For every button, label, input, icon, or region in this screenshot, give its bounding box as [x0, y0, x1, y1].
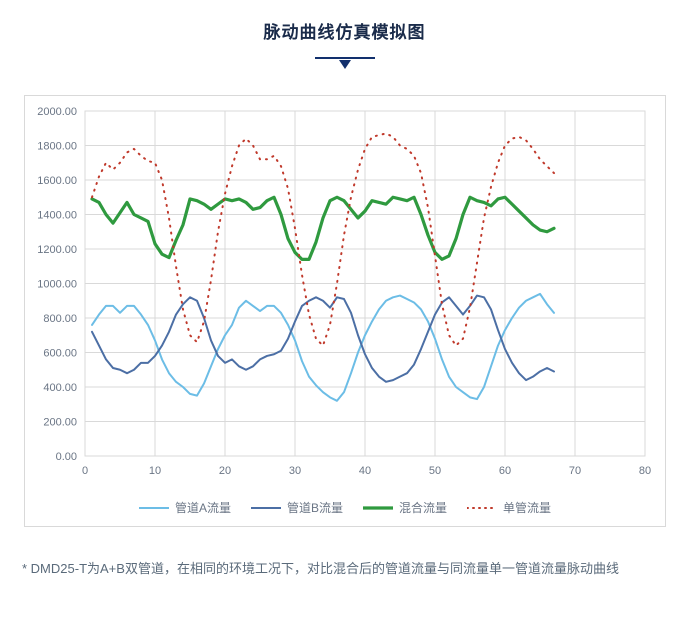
- legend-item: 混合流量: [363, 499, 447, 516]
- svg-text:1000.00: 1000.00: [37, 279, 77, 291]
- svg-text:20: 20: [219, 465, 231, 477]
- svg-text:70: 70: [569, 465, 581, 477]
- svg-text:1800.00: 1800.00: [37, 141, 77, 153]
- title-decor-icon: [0, 55, 689, 73]
- legend-label: 混合流量: [399, 499, 447, 516]
- legend: 管道A流量 管道B流量 混合流量 单管流量: [25, 499, 665, 516]
- footnote-text: * DMD25-T为A+B双管道，在相同的环境工况下，对比混合后的管道流量与同流…: [22, 558, 667, 580]
- title-block: 脉动曲线仿真模拟图: [0, 0, 689, 73]
- legend-label: 管道A流量: [175, 499, 231, 516]
- svg-text:1600.00: 1600.00: [37, 175, 77, 187]
- svg-text:40: 40: [359, 465, 371, 477]
- svg-text:800.00: 800.00: [43, 313, 77, 325]
- svg-text:80: 80: [639, 465, 651, 477]
- svg-text:400.00: 400.00: [43, 382, 77, 394]
- svg-text:200.00: 200.00: [43, 417, 77, 429]
- legend-item: 单管流量: [467, 499, 551, 516]
- svg-text:60: 60: [499, 465, 511, 477]
- svg-text:1200.00: 1200.00: [37, 244, 77, 256]
- legend-item: 管道A流量: [139, 499, 231, 516]
- legend-item: 管道B流量: [251, 499, 343, 516]
- legend-label: 管道B流量: [287, 499, 343, 516]
- chart-title: 脉动曲线仿真模拟图: [0, 18, 689, 43]
- svg-text:0.00: 0.00: [56, 451, 77, 463]
- svg-text:600.00: 600.00: [43, 348, 77, 360]
- svg-text:10: 10: [149, 465, 161, 477]
- svg-text:1400.00: 1400.00: [37, 210, 77, 222]
- svg-text:50: 50: [429, 465, 441, 477]
- chart-svg: 0.00 200.00 400.00 600.00 800.00 1000.00 1200.…: [25, 96, 665, 526]
- svg-text:2000.00: 2000.00: [37, 106, 77, 118]
- chart-area: 0.00 200.00 400.00 600.00 800.00 1000.00 1200.…: [24, 95, 666, 527]
- svg-text:30: 30: [289, 465, 301, 477]
- legend-label: 单管流量: [503, 499, 551, 516]
- chart-container: 脉动曲线仿真模拟图 0.00 200.00 400.00 600.00 800.00 10…: [0, 0, 689, 622]
- svg-text:0: 0: [82, 465, 88, 477]
